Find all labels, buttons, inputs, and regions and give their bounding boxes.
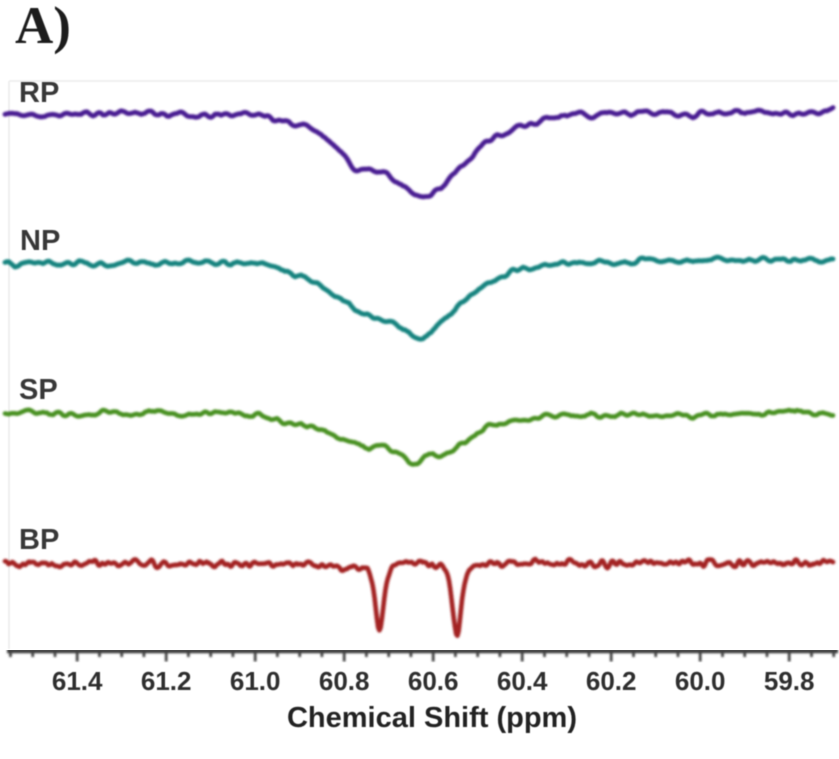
svg-text:60.8: 60.8 xyxy=(319,666,370,696)
svg-text:60.6: 60.6 xyxy=(408,666,459,696)
svg-text:SP: SP xyxy=(19,374,58,406)
svg-text:Chemical Shift (ppm): Chemical Shift (ppm) xyxy=(287,702,577,734)
svg-text:A): A) xyxy=(15,0,71,55)
svg-text:61.0: 61.0 xyxy=(230,666,281,696)
svg-text:60.0: 60.0 xyxy=(675,666,726,696)
svg-text:59.8: 59.8 xyxy=(764,666,815,696)
svg-text:RP: RP xyxy=(19,77,59,109)
svg-text:60.2: 60.2 xyxy=(586,666,637,696)
svg-text:NP: NP xyxy=(20,225,60,257)
svg-text:BP: BP xyxy=(19,524,59,556)
svg-text:61.2: 61.2 xyxy=(141,666,192,696)
svg-text:61.4: 61.4 xyxy=(52,666,103,696)
svg-text:60.4: 60.4 xyxy=(497,666,548,696)
